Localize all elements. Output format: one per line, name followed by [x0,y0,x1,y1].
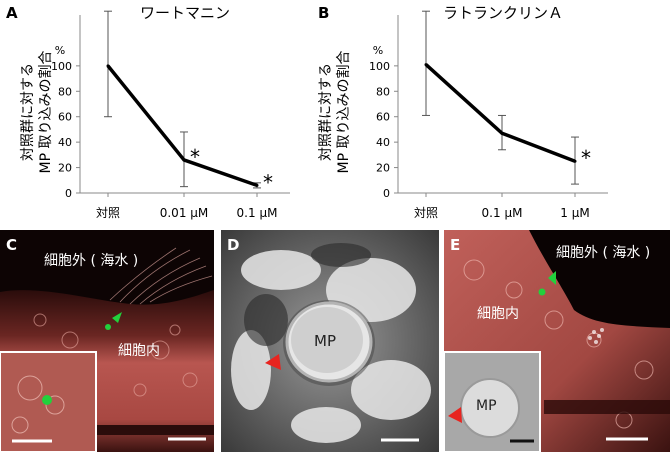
chart-a-ylabel-line-1: 対照群に対する [20,63,36,161]
panel-letter-b: B [318,4,329,22]
panel-e: E 細胞外 ( 海水 ) 細胞内 MP [443,230,670,453]
chart-b-ytick-label: 40 [376,136,390,149]
chart-b-title: ラトランクリンＡ [443,4,563,22]
chart-b-ytick-label: 80 [376,85,390,98]
chart-b-xtick-label: 0.1 µM [482,206,523,220]
chart-b-ytick-label: 0 [383,187,390,200]
chart-a-ytick-label: 60 [58,111,72,124]
label-mp-d: MP [314,332,336,350]
label-intracellular-e: 細胞内 [477,306,519,322]
panel-letter-c: C [6,236,18,254]
chart-a-plot: 0 20 40 60 80 100 対照 0.01 µM 0.1 µM * * [51,10,290,220]
panel-letter-a: A [6,4,18,22]
chart-a-series-line [106,64,258,188]
chart-a-title: ワートマニン [140,4,230,22]
panel-d: D MP [221,230,439,452]
micrograph-c [0,230,214,453]
chart-b-ylabel-line-2: MP 取り込みの割合 [335,51,352,174]
chart-a-significance-mark: * [190,145,200,169]
chart-b-xtick-label: 対照 [414,206,438,220]
panel-a: A ワートマニン 対照群に対する MP 取り込みの割合 % 0 20 40 60 80 1… [0,0,310,225]
chart-a-ytick-label: 80 [58,85,72,98]
label-extracellular-c: 細胞外 ( 海水 ) [44,253,139,269]
chart-a-ylabel-line-2: MP 取り込みの割合 [37,51,54,174]
chart-a-data-point [182,158,186,162]
chart-b-yunit: % [373,44,383,57]
chart-b-svg: B ラトランクリンＡ 対照群に対する MP 取り込みの割合 % 0 20 40 60 8… [318,4,608,220]
chart-b-xtick-label: 1 µM [560,206,589,220]
chart-b-data-point [424,63,428,67]
micrograph-d [221,230,439,452]
chart-a-ytick-label: 20 [58,162,72,175]
chart-b-data-point [500,131,504,135]
label-extracellular-e: 細胞外 ( 海水 ) [556,245,651,261]
chart-a-significance-mark: * [263,170,273,194]
chart-a-svg: A ワートマニン 対照群に対する MP 取り込みの割合 % 0 20 40 60 80 1… [6,4,290,220]
chart-b-series-line [424,63,576,163]
chart-b-ytick-label: 20 [376,162,390,175]
panel-b: B ラトランクリンＡ 対照群に対する MP 取り込みの割合 % 0 20 40 60 8… [318,0,670,225]
chart-b-ylabel-line-1: 対照群に対する [318,63,334,161]
micrograph-e [443,230,670,453]
chart-b-ytick-label: 100 [369,60,390,73]
chart-a-ytick-label: 40 [58,136,72,149]
label-intracellular-c: 細胞内 [118,343,160,359]
panel-c: C 細胞外 ( 海水 ) 細胞内 [0,230,214,453]
chart-b-data-point [573,159,577,163]
chart-a-data-point [255,183,259,187]
chart-a-yunit: % [55,44,65,57]
chart-a-data-point [106,64,110,68]
label-mp-e: MP [476,398,497,414]
chart-a-ytick-label: 100 [51,60,72,73]
panel-letter-d: D [227,236,240,254]
chart-a-xtick-label: 0.01 µM [160,206,209,220]
chart-a-ytick-label: 0 [65,187,72,200]
chart-b-significance-mark: * [581,146,591,170]
panel-letter-e: E [450,236,461,254]
chart-a-xtick-label: 0.1 µM [237,206,278,220]
chart-b-ytick-label: 60 [376,111,390,124]
chart-b-plot: 0 20 40 60 80 100 対照 0.1 µM 1 µM * [369,10,608,220]
chart-a-xtick-label: 対照 [96,206,120,220]
